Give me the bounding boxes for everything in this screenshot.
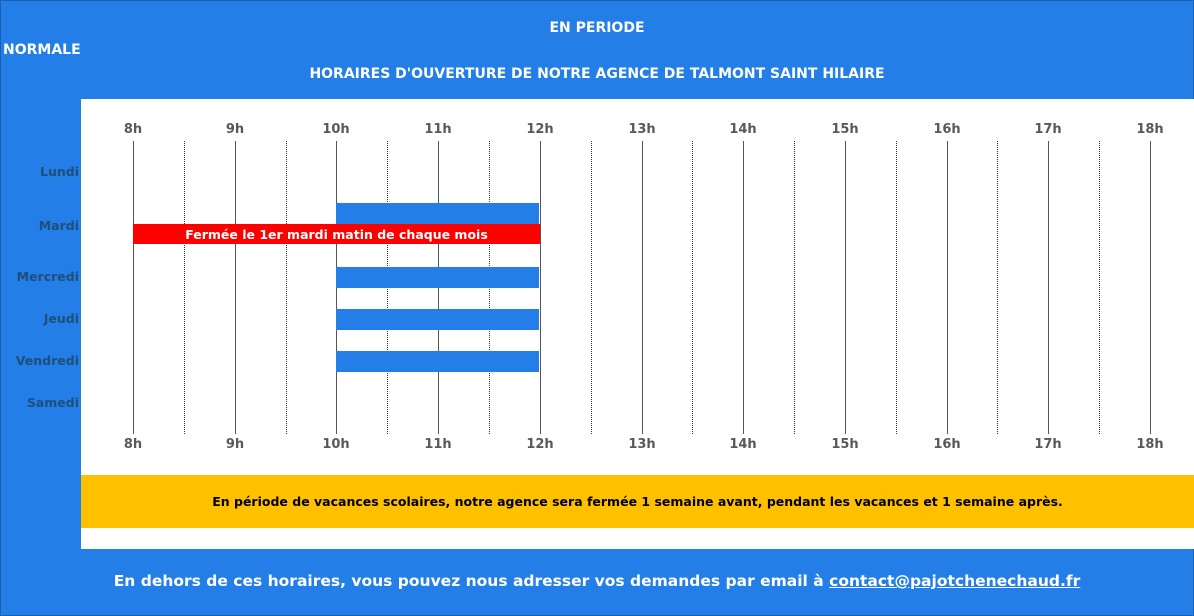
hour-gridline bbox=[133, 141, 134, 434]
hour-gridline bbox=[235, 141, 236, 434]
header-line-1: EN PERIODE bbox=[549, 20, 645, 36]
open-slot-bar bbox=[336, 203, 539, 224]
half-hour-gridline bbox=[591, 141, 592, 434]
hour-label-top: 12h bbox=[526, 122, 554, 137]
open-slot-bar bbox=[336, 309, 539, 330]
hour-gridline bbox=[1150, 141, 1151, 434]
hour-label-top: 13h bbox=[628, 122, 656, 137]
open-slot-bar bbox=[336, 267, 539, 288]
hour-label-top: 16h bbox=[933, 122, 961, 137]
half-hour-gridline bbox=[794, 141, 795, 434]
hour-label-top: 8h bbox=[123, 122, 143, 137]
footer-text: En dehors de ces horaires, vous pouvez n… bbox=[113, 572, 830, 590]
hour-gridline bbox=[642, 141, 643, 434]
hour-label-top: 18h bbox=[1136, 122, 1164, 137]
hour-label-bottom: 15h bbox=[831, 437, 859, 452]
half-hour-gridline bbox=[1099, 141, 1100, 434]
contact-email-link[interactable]: contact@pajotchenechaud.fr bbox=[829, 572, 1081, 590]
page-title: HORAIRES D'OUVERTURE DE NOTRE AGENCE DE … bbox=[309, 66, 885, 82]
hour-label-bottom: 8h bbox=[123, 437, 143, 452]
open-slot-bar bbox=[336, 351, 539, 372]
holiday-notice: En période de vacances scolaires, notre … bbox=[81, 475, 1194, 528]
hour-label-bottom: 12h bbox=[526, 437, 554, 452]
day-label: Mardi bbox=[38, 218, 79, 233]
hour-label-top: 15h bbox=[831, 122, 859, 137]
hour-label-bottom: 18h bbox=[1136, 437, 1164, 452]
hour-label-bottom: 10h bbox=[322, 437, 350, 452]
half-hour-gridline bbox=[286, 141, 287, 434]
closure-label: Fermée le 1er mardi matin de chaque mois bbox=[185, 226, 488, 242]
hour-gridline bbox=[1048, 141, 1049, 434]
header-line-1b: NORMALE bbox=[3, 42, 81, 58]
hour-label-top: 17h bbox=[1034, 122, 1062, 137]
day-label: Lundi bbox=[40, 164, 79, 179]
day-label: Vendredi bbox=[15, 353, 79, 368]
hour-label-bottom: 13h bbox=[628, 437, 656, 452]
hour-label-top: 11h bbox=[424, 122, 452, 137]
hour-label-top: 14h bbox=[729, 122, 757, 137]
day-label: Mercredi bbox=[16, 269, 79, 284]
day-label: Jeudi bbox=[43, 311, 79, 326]
hour-label-bottom: 11h bbox=[424, 437, 452, 452]
hour-label-bottom: 16h bbox=[933, 437, 961, 452]
hour-gridline bbox=[743, 141, 744, 434]
hour-label-top: 9h bbox=[225, 122, 245, 137]
footer: En dehors de ces horaires, vous pouvez n… bbox=[0, 572, 1194, 590]
closure-bar: Fermée le 1er mardi matin de chaque mois bbox=[133, 224, 540, 244]
hour-label-bottom: 17h bbox=[1034, 437, 1062, 452]
half-hour-gridline bbox=[692, 141, 693, 434]
hour-gridline bbox=[947, 141, 948, 434]
hour-label-bottom: 14h bbox=[729, 437, 757, 452]
hour-gridline bbox=[845, 141, 846, 434]
hour-label-top: 10h bbox=[322, 122, 350, 137]
half-hour-gridline bbox=[184, 141, 185, 434]
schedule-board bbox=[81, 99, 1194, 549]
hour-label-bottom: 9h bbox=[225, 437, 245, 452]
hour-gridline bbox=[540, 141, 541, 434]
half-hour-gridline bbox=[997, 141, 998, 434]
day-label: Samedi bbox=[26, 395, 79, 410]
half-hour-gridline bbox=[896, 141, 897, 434]
